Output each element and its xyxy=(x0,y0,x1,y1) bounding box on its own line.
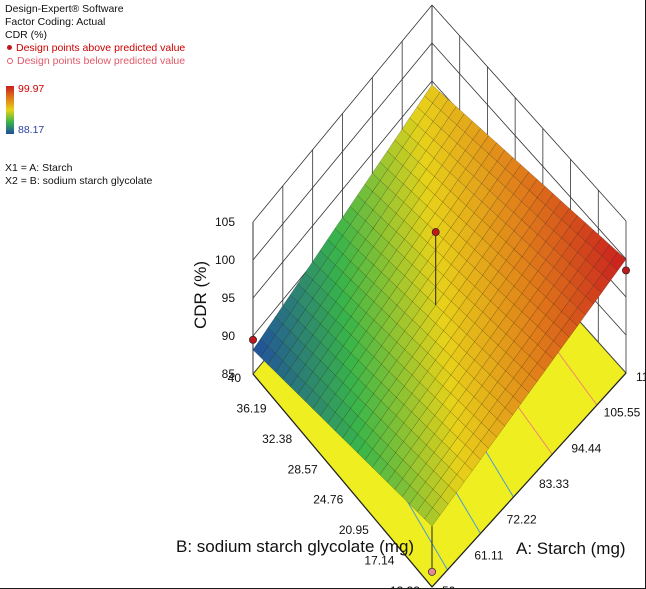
legend-above: Design points above predicted value xyxy=(5,42,185,55)
surface-cell xyxy=(432,91,449,111)
surface-cell xyxy=(448,106,465,126)
surface-cell xyxy=(480,135,498,155)
surface-cell xyxy=(601,244,619,264)
scale-max: 99.97 xyxy=(18,83,45,95)
z-tick-label: 85 xyxy=(222,367,236,381)
surface-cell xyxy=(528,178,546,198)
x-tick-label: 83.33 xyxy=(539,477,569,491)
y-tick-label: 36.19 xyxy=(237,401,267,415)
z-axis-label: CDR (%) xyxy=(191,261,210,329)
y-tick-label: 17.14 xyxy=(364,554,394,568)
z-tick-label: 95 xyxy=(222,291,236,305)
legend-below-label: Design points below predicted value xyxy=(17,55,186,67)
wall-gridline xyxy=(431,42,627,260)
color-scale: 99.97 88.17 xyxy=(5,83,44,136)
x2-definition: X2 = B: sodium starch glycolate xyxy=(5,175,153,187)
surface-cell xyxy=(424,84,441,104)
x1-definition: X1 = A: Starch xyxy=(5,162,73,174)
y-tick-label: 13.33 xyxy=(390,584,420,589)
y-tick-label: 40 xyxy=(228,371,242,385)
legend-below: Design points below predicted value xyxy=(5,55,185,68)
z-tick-label: 90 xyxy=(222,329,236,343)
factor-coding: Factor Coding: Actual xyxy=(5,16,106,28)
response-surface xyxy=(252,84,627,527)
surface-cell xyxy=(577,222,595,242)
y-tick-label: 32.38 xyxy=(262,432,292,446)
chart-legend: Design-Expert® Software Factor Coding: A… xyxy=(5,3,185,68)
y-axis-label: B: sodium starch glycolate (mg) xyxy=(176,537,414,556)
design-point xyxy=(622,266,630,275)
design-point xyxy=(249,335,257,344)
design-points xyxy=(249,228,630,576)
factor-definitions: X1 = A: Starch X2 = B: sodium starch gly… xyxy=(5,162,152,188)
surface-cell xyxy=(553,200,570,220)
y-tick-label: 28.57 xyxy=(288,462,318,476)
surface-cell xyxy=(472,128,489,148)
tick-labels: 85 90 95 100 105 50 61.11 72.22 83.33 94.44 105.55… xyxy=(215,215,646,589)
y-tick-label: 20.95 xyxy=(339,523,369,537)
z-tick-label: 105 xyxy=(215,215,235,229)
x-axis-label: A: Starch (mg) xyxy=(516,539,626,558)
y-tick-label: 24.76 xyxy=(313,493,343,507)
wall-gridline xyxy=(431,4,627,222)
surface-cell xyxy=(569,215,586,235)
surface-cell xyxy=(593,237,611,257)
x-tick-label: 94.44 xyxy=(571,441,601,455)
below-point-icon xyxy=(7,57,13,64)
software-name: Design-Expert® Software xyxy=(5,3,124,15)
floor-edge-b xyxy=(252,373,433,588)
surface-cell xyxy=(585,229,603,249)
x-tick-label: 116.66 xyxy=(636,370,646,384)
scale-min: 88.17 xyxy=(18,124,45,136)
surface-cell xyxy=(561,208,578,228)
x-tick-label: 61.11 xyxy=(474,548,503,562)
z-tick-label: 100 xyxy=(215,253,235,267)
above-point-icon xyxy=(7,45,12,51)
surface-cell xyxy=(609,251,627,271)
design-point xyxy=(428,567,436,576)
x-tick-label: 105.55 xyxy=(604,406,641,420)
design-point xyxy=(431,228,440,237)
x-tick-label: 72.22 xyxy=(507,513,537,527)
color-scale-bar xyxy=(6,86,14,134)
x-tick-label: 50 xyxy=(442,584,456,589)
response-name: CDR (%) xyxy=(5,29,47,41)
surface-cell xyxy=(440,98,457,119)
floor-edge-a xyxy=(431,372,627,588)
legend-above-label: Design points above predicted value xyxy=(16,42,186,54)
